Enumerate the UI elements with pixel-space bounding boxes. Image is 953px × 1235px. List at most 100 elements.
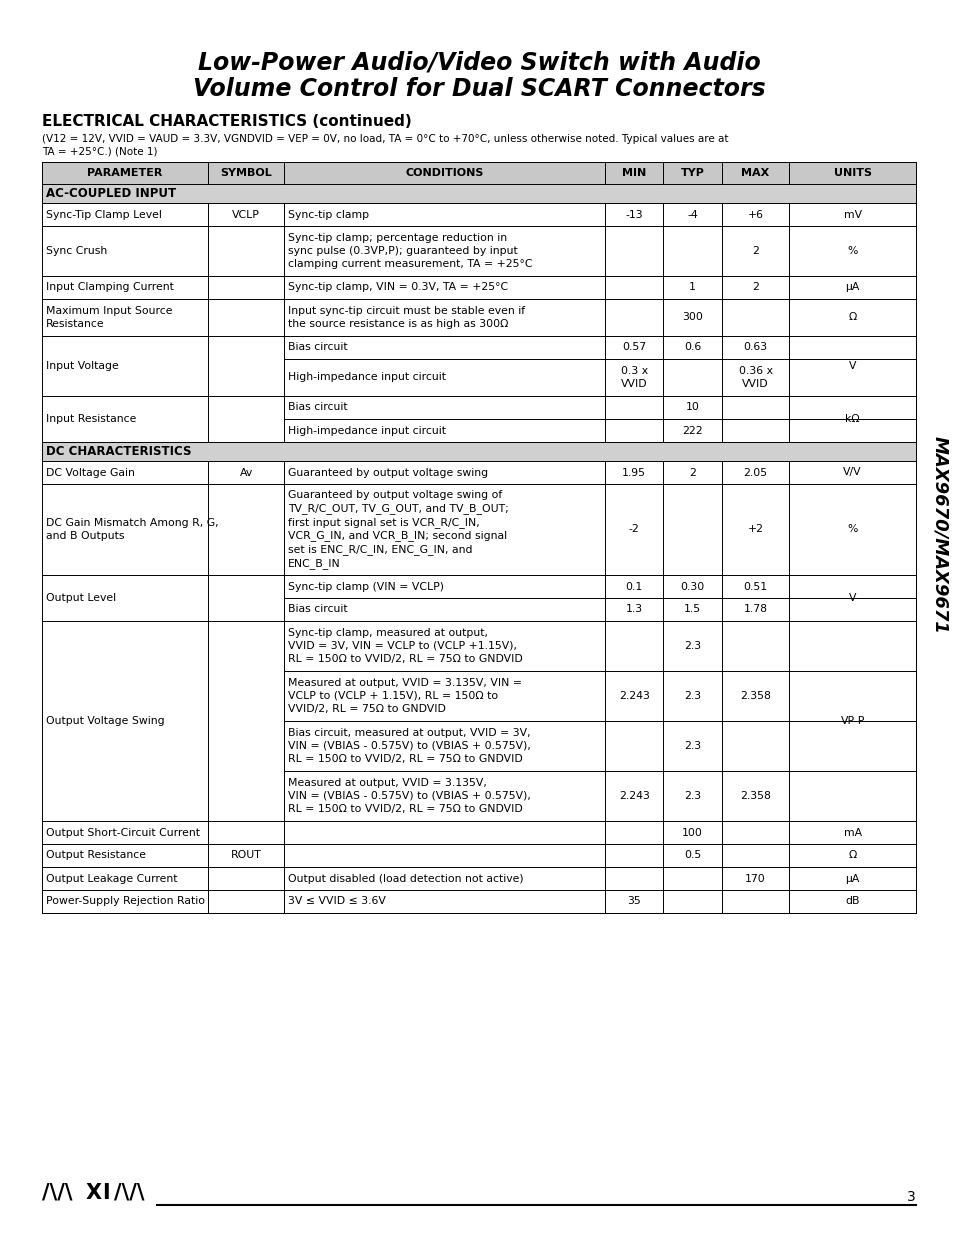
Text: Measured at output, VVID = 3.135V,
VIN = (VBIAS - 0.575V) to (VBIAS + 0.575V),
R: Measured at output, VVID = 3.135V, VIN =… <box>288 778 531 814</box>
Text: Output Voltage Swing: Output Voltage Swing <box>46 716 165 726</box>
Text: Input sync-tip circuit must be stable even if
the source resistance is as high a: Input sync-tip circuit must be stable ev… <box>288 306 525 329</box>
Text: AC-COUPLED INPUT: AC-COUPLED INPUT <box>46 186 176 200</box>
Text: Sync-tip clamp; percentage reduction in
sync pulse (0.3VP,P); guaranteed by inpu: Sync-tip clamp; percentage reduction in … <box>288 233 532 269</box>
Text: Input Resistance: Input Resistance <box>46 414 136 424</box>
Text: Sync Crush: Sync Crush <box>46 246 107 256</box>
Text: 1.3: 1.3 <box>625 604 642 615</box>
Text: Sync-tip clamp, measured at output,
VVID = 3V, VIN = VCLP to (VCLP +1.15V),
RL =: Sync-tip clamp, measured at output, VVID… <box>288 629 522 663</box>
Text: /\/\: /\/\ <box>113 1183 144 1203</box>
Text: 1.5: 1.5 <box>683 604 700 615</box>
Text: SYMBOL: SYMBOL <box>220 168 272 178</box>
Text: Output Short-Circuit Current: Output Short-Circuit Current <box>46 827 200 837</box>
Text: dB: dB <box>844 897 859 906</box>
Text: Bias circuit: Bias circuit <box>288 342 347 352</box>
Text: 1: 1 <box>688 283 696 293</box>
Text: 2.358: 2.358 <box>740 790 770 802</box>
Text: 2: 2 <box>751 283 759 293</box>
Text: Output disabled (load detection not active): Output disabled (load detection not acti… <box>288 873 523 883</box>
Text: 2.05: 2.05 <box>742 468 767 478</box>
Text: 1.95: 1.95 <box>621 468 645 478</box>
Text: Input Voltage: Input Voltage <box>46 361 118 370</box>
Text: Guaranteed by output voltage swing: Guaranteed by output voltage swing <box>288 468 488 478</box>
Text: Measured at output, VVID = 3.135V, VIN =
VCLP to (VCLP + 1.15V), RL = 150Ω to
VV: Measured at output, VVID = 3.135V, VIN =… <box>288 678 521 714</box>
Text: V/V: V/V <box>842 468 862 478</box>
Text: %: % <box>846 246 857 256</box>
Text: +2: +2 <box>747 525 762 535</box>
Text: %: % <box>846 525 857 535</box>
Text: Sync-tip clamp (VIN = VCLP): Sync-tip clamp (VIN = VCLP) <box>288 582 444 592</box>
Text: PARAMETER: PARAMETER <box>88 168 163 178</box>
Text: 1.78: 1.78 <box>742 604 767 615</box>
Text: DC Gain Mismatch Among R, G,
and B Outputs: DC Gain Mismatch Among R, G, and B Outpu… <box>46 519 218 541</box>
Text: 0.30: 0.30 <box>679 582 704 592</box>
Text: 3V ≤ VVID ≤ 3.6V: 3V ≤ VVID ≤ 3.6V <box>288 897 386 906</box>
Text: I: I <box>102 1183 110 1203</box>
Text: 2: 2 <box>751 246 759 256</box>
Text: Output Level: Output Level <box>46 593 116 603</box>
Text: 0.3 x
VVID: 0.3 x VVID <box>619 366 647 389</box>
Text: Guaranteed by output voltage swing of
TV_R/C_OUT, TV_G_OUT, and TV_B_OUT;
first : Guaranteed by output voltage swing of TV… <box>288 490 508 569</box>
Text: 2.3: 2.3 <box>683 692 700 701</box>
Text: 35: 35 <box>627 897 640 906</box>
Text: DC Voltage Gain: DC Voltage Gain <box>46 468 134 478</box>
Text: V: V <box>848 593 856 603</box>
Text: 3: 3 <box>906 1191 915 1204</box>
Text: MAX9670/MAX9671: MAX9670/MAX9671 <box>930 436 948 634</box>
Text: 2: 2 <box>688 468 696 478</box>
Text: 0.6: 0.6 <box>683 342 700 352</box>
Text: μA: μA <box>844 873 859 883</box>
Text: UNITS: UNITS <box>833 168 871 178</box>
Text: -4: -4 <box>686 210 698 220</box>
Text: 222: 222 <box>681 426 702 436</box>
Text: μA: μA <box>844 283 859 293</box>
Text: 2.3: 2.3 <box>683 741 700 751</box>
Text: Bias circuit, measured at output, VVID = 3V,
VIN = (VBIAS - 0.575V) to (VBIAS + : Bias circuit, measured at output, VVID =… <box>288 729 531 763</box>
Text: Ω: Ω <box>847 851 856 861</box>
Text: MAX: MAX <box>740 168 769 178</box>
Bar <box>42 162 915 184</box>
Text: VP-P: VP-P <box>840 716 864 726</box>
Text: X: X <box>86 1183 102 1203</box>
Text: Sync-tip clamp: Sync-tip clamp <box>288 210 369 220</box>
Text: TYP: TYP <box>680 168 704 178</box>
Text: +6: +6 <box>747 210 762 220</box>
Text: CONDITIONS: CONDITIONS <box>405 168 483 178</box>
Text: 10: 10 <box>685 403 699 412</box>
Text: mV: mV <box>842 210 861 220</box>
Text: High-impedance input circuit: High-impedance input circuit <box>288 373 446 383</box>
Text: Output Leakage Current: Output Leakage Current <box>46 873 177 883</box>
Bar <box>42 184 915 203</box>
Text: Output Resistance: Output Resistance <box>46 851 146 861</box>
Text: -2: -2 <box>628 525 639 535</box>
Text: (V12 = 12V, VVID = VAUD = 3.3V, VGNDVID = VEP = 0V, no load, TA = 0°C to +70°C, : (V12 = 12V, VVID = VAUD = 3.3V, VGNDVID … <box>42 135 728 144</box>
Text: 2.243: 2.243 <box>618 790 649 802</box>
Text: Maximum Input Source
Resistance: Maximum Input Source Resistance <box>46 306 172 329</box>
Text: Volume Control for Dual SCART Connectors: Volume Control for Dual SCART Connectors <box>193 77 764 101</box>
Text: /\/\: /\/\ <box>42 1183 72 1203</box>
Text: Sync-tip clamp, VIN = 0.3V, TA = +25°C: Sync-tip clamp, VIN = 0.3V, TA = +25°C <box>288 283 508 293</box>
Text: MIN: MIN <box>621 168 645 178</box>
Text: ROUT: ROUT <box>231 851 261 861</box>
Text: 0.57: 0.57 <box>621 342 645 352</box>
Text: 2.3: 2.3 <box>683 641 700 651</box>
Text: Input Clamping Current: Input Clamping Current <box>46 283 173 293</box>
Text: 2.3: 2.3 <box>683 790 700 802</box>
Text: 0.51: 0.51 <box>742 582 767 592</box>
Text: 0.36 x
VVID: 0.36 x VVID <box>738 366 772 389</box>
Text: Bias circuit: Bias circuit <box>288 604 347 615</box>
Text: 0.63: 0.63 <box>742 342 767 352</box>
Text: VCLP: VCLP <box>232 210 260 220</box>
Text: 2.358: 2.358 <box>740 692 770 701</box>
Text: TA = +25°C.) (Note 1): TA = +25°C.) (Note 1) <box>42 146 157 156</box>
Text: mA: mA <box>842 827 861 837</box>
Text: Bias circuit: Bias circuit <box>288 403 347 412</box>
Text: V: V <box>848 361 856 370</box>
Text: 100: 100 <box>681 827 702 837</box>
Text: Av: Av <box>239 468 253 478</box>
Bar <box>42 442 915 461</box>
Text: ELECTRICAL CHARACTERISTICS (continued): ELECTRICAL CHARACTERISTICS (continued) <box>42 115 412 130</box>
Text: Sync-Tip Clamp Level: Sync-Tip Clamp Level <box>46 210 162 220</box>
Text: Power-Supply Rejection Ratio: Power-Supply Rejection Ratio <box>46 897 205 906</box>
Text: 300: 300 <box>681 312 702 322</box>
Text: kΩ: kΩ <box>844 414 859 424</box>
